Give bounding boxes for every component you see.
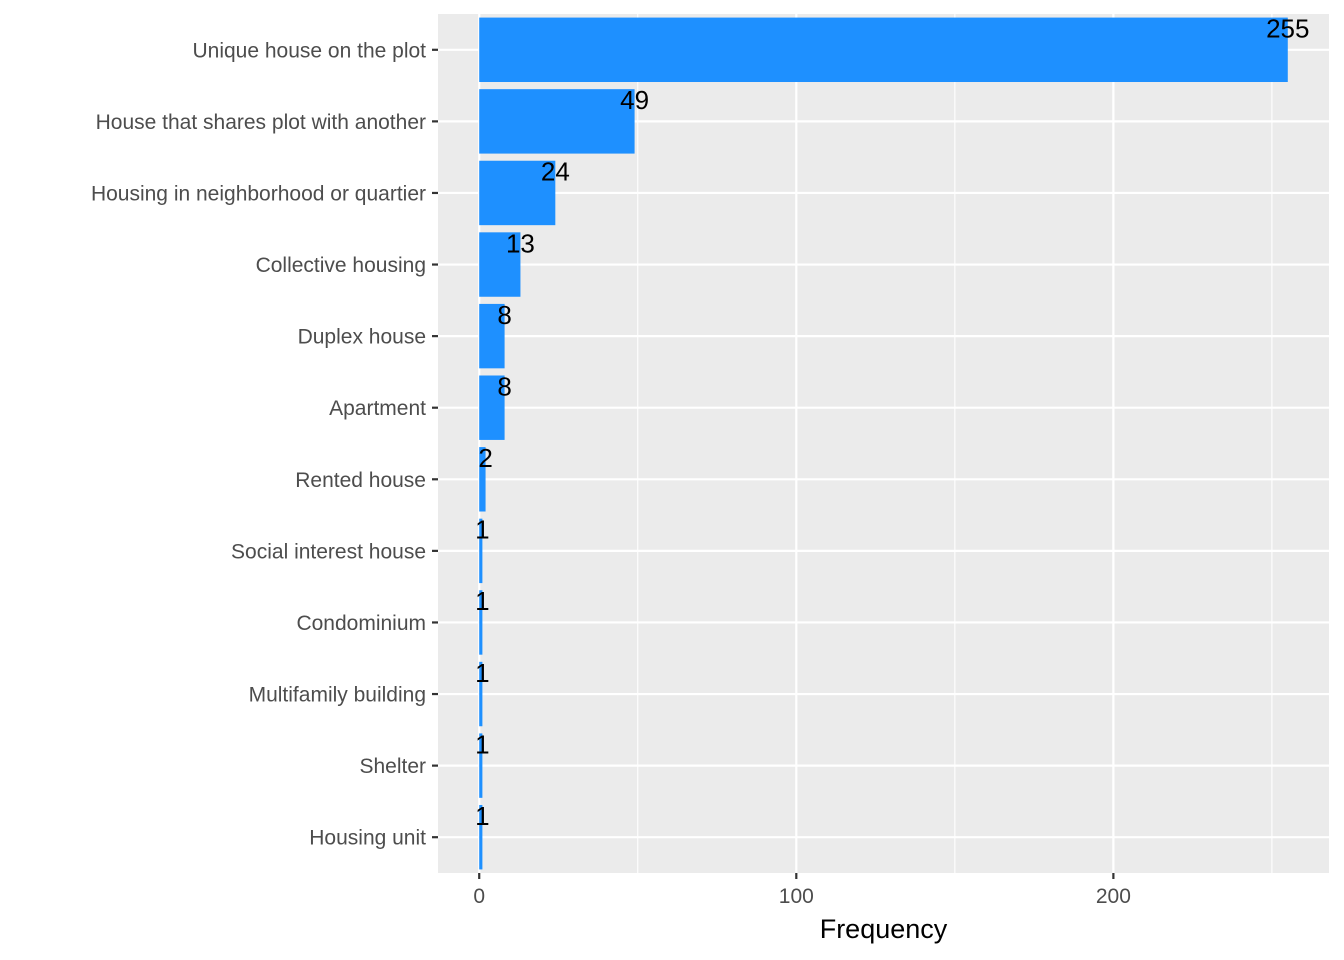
data-label: 2 [478,443,492,473]
bar [479,303,505,369]
y-axis: Unique house on the plot House that share… [91,39,438,850]
category-label: Housing in neighborhood or quartier [91,182,426,205]
x-tick-label: 0 [473,885,485,908]
category-label: Rented house [295,469,426,492]
data-label: 1 [475,586,489,616]
category-label: House that shares plot with another [96,111,426,134]
bar [479,447,486,512]
bar [479,661,483,727]
data-label: 255 [1266,14,1309,44]
data-label: 8 [497,300,511,330]
minor-gridlines [637,14,1273,873]
category-label: Duplex house [298,326,426,349]
x-axis-title: Frequency [820,914,948,944]
bars [479,17,1288,870]
data-label: 1 [475,729,489,759]
data-label: 13 [506,228,535,258]
data-label: 24 [541,157,570,187]
bar [479,804,483,870]
data-labels: 255 49 24 13 8 8 2 1 1 1 1 1 [475,14,1309,831]
bar [479,160,556,226]
data-label: 1 [475,801,489,831]
bar [479,375,505,440]
plot-panel [438,14,1329,873]
bar [479,733,483,798]
x-axis: 0 100 200 [473,873,1131,908]
bar [479,232,521,297]
data-label: 8 [497,371,511,401]
bar [479,590,483,655]
data-label: 1 [475,515,489,545]
category-label: Shelter [359,755,426,778]
category-label: Unique house on the plot [192,39,426,62]
category-label: Condominium [296,612,426,635]
x-tick-label: 200 [1096,885,1131,908]
x-tick-label: 100 [779,885,814,908]
category-label: Housing unit [309,827,426,850]
bar [479,518,483,584]
category-label: Apartment [329,397,426,420]
data-label: 49 [620,85,649,115]
category-label: Collective housing [256,254,426,277]
data-label: 1 [475,658,489,688]
category-label: Social interest house [231,540,426,563]
bar [479,89,635,154]
bar [479,17,1288,83]
category-label: Multifamily building [249,684,426,707]
